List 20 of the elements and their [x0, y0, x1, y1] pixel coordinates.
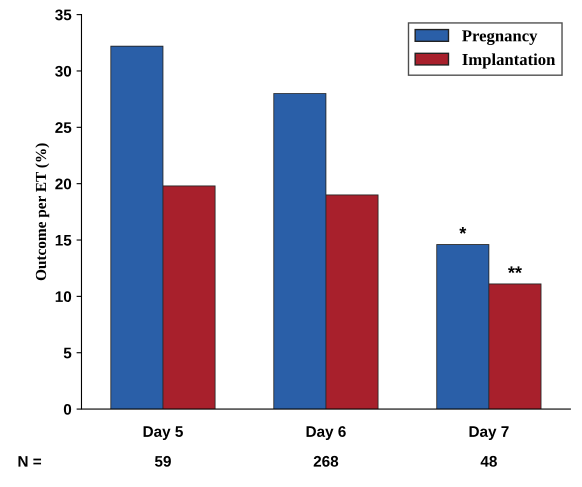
y-tick-label: 25: [55, 122, 72, 133]
x-tick-label: Day 5: [144, 426, 183, 440]
x-tick-label: Day 7: [470, 426, 509, 440]
x-tick-label: Day 6: [306, 426, 346, 440]
y-axis-title: Outcome per ET (%): [35, 143, 50, 280]
y-tick-label: 20: [55, 178, 72, 190]
text: 59: [154, 456, 171, 467]
text: 48: [480, 456, 497, 467]
y-tick-label: 10: [56, 291, 72, 302]
legend-label: Pregnancy: [462, 30, 538, 45]
text: 268: [314, 456, 338, 467]
legend-label: Implantation: [462, 53, 556, 69]
text: N =: [18, 456, 42, 467]
y-tick-label: 5: [64, 348, 72, 358]
annotation: *: [459, 226, 466, 234]
y-tick-label: 0: [64, 404, 72, 415]
annotation: **: [508, 266, 522, 274]
y-tick-label: 35: [55, 9, 72, 20]
y-tick-label: 30: [55, 66, 72, 77]
y-tick-label: 15: [56, 235, 72, 246]
